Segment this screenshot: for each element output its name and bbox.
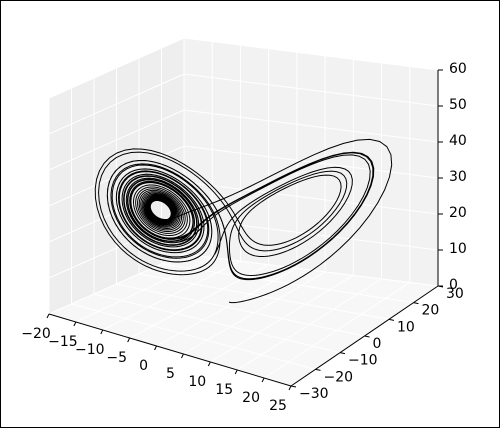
x-tick-mark — [127, 337, 131, 343]
floor-pane — [49, 254, 438, 386]
y-tick-label: −30 — [299, 386, 329, 402]
y-tick-mark — [290, 385, 297, 388]
side-grid-line-z — [48, 109, 185, 171]
x-tick-label: 15 — [215, 382, 233, 398]
y-tick-label: −20 — [324, 369, 354, 385]
y-tick-label: 10 — [397, 319, 415, 335]
y-tick-label: 30 — [446, 286, 464, 302]
x-tick-label: −15 — [48, 334, 78, 350]
x-tick-mark — [154, 345, 158, 351]
x-tick-label: 25 — [269, 398, 287, 414]
series-layer — [94, 138, 393, 304]
back-grid-line-z — [183, 109, 439, 143]
z-tick-label: 60 — [449, 61, 467, 77]
floor-grid-line-y — [93, 293, 341, 354]
z-tick-label: 50 — [449, 97, 467, 113]
back-grid-line-z — [183, 253, 439, 287]
back-grid-line-z — [183, 217, 439, 251]
side-grid-line-z — [48, 37, 185, 99]
x-tick-label: −5 — [106, 350, 127, 366]
y-tick-label: 0 — [373, 336, 382, 352]
x-tick-mark — [288, 385, 292, 391]
x-tick-mark — [234, 369, 238, 375]
tick-labels: −20−15−10 −5 0 5 10 15 20 25−30−20−100102030010… — [21, 61, 467, 414]
y-tick-mark — [364, 335, 370, 338]
x-axis-line — [48, 313, 292, 387]
x-tick-mark — [207, 361, 211, 367]
lorenz-trajectory-line — [94, 138, 393, 304]
x-tick-label: −20 — [21, 326, 51, 342]
back-grid-line-z — [183, 73, 439, 107]
z-tick-label: 20 — [449, 205, 467, 221]
y-tick-mark — [339, 352, 346, 355]
x-tick-mark — [46, 313, 50, 319]
z-tick-label: 30 — [449, 169, 467, 185]
y-tick-mark — [315, 368, 321, 371]
floor-grid-line-y — [138, 273, 390, 320]
y-tick-label: −10 — [348, 353, 378, 369]
back-grid-line-z — [183, 145, 439, 179]
z-tick-label: 10 — [449, 241, 467, 257]
x-tick-mark — [73, 321, 77, 327]
side-grid-line-z — [48, 73, 185, 135]
floor-grid-line-y — [71, 303, 316, 370]
x-tick-label: 5 — [166, 366, 175, 382]
x-tick-label: 0 — [139, 358, 148, 374]
floor-grid-line-y — [116, 283, 365, 337]
y-tick-label: 20 — [422, 303, 440, 319]
back-grid-line-z — [183, 37, 439, 71]
x-tick-mark — [180, 353, 184, 359]
axis-lines — [46, 69, 444, 391]
x-tick-label: 10 — [188, 374, 206, 390]
x-tick-label: 20 — [242, 390, 260, 406]
side-grid-line-z — [48, 253, 185, 315]
x-tick-mark — [261, 377, 265, 383]
y-tick-mark — [413, 302, 419, 305]
y-tick-mark — [388, 318, 395, 321]
z-tick-label: 0 — [449, 277, 458, 293]
x-tick-label: −10 — [75, 342, 105, 358]
back-grid-line-z — [183, 181, 439, 215]
z-tick-label: 40 — [449, 133, 467, 149]
x-tick-mark — [100, 329, 104, 335]
